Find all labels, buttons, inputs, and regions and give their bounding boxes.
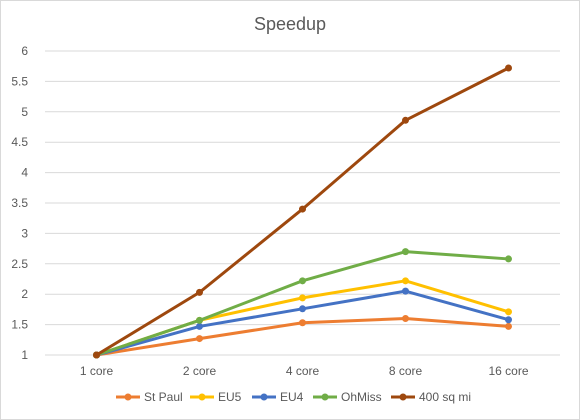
x-tick-label: 4 core — [286, 364, 320, 378]
y-tick-label: 3 — [21, 226, 28, 240]
y-tick-label: 2.5 — [11, 257, 28, 271]
data-point — [505, 308, 512, 316]
data-point — [196, 335, 203, 343]
y-tick-label: 2 — [21, 287, 28, 301]
data-point — [196, 288, 203, 296]
y-axis-ticks: 1 1.5 2 2.5 3 3.5 4 4.5 5 5.5 6 — [11, 44, 28, 362]
legend-label: 400 sq mi — [419, 390, 471, 404]
data-point — [505, 316, 512, 324]
data-point — [93, 351, 100, 359]
legend-item: 400 sq mi — [391, 390, 471, 404]
legend-item: St Paul — [116, 390, 183, 404]
x-tick-label: 16 core — [488, 364, 528, 378]
data-point — [196, 316, 203, 324]
legend-label: OhMiss — [341, 390, 382, 404]
data-point — [402, 277, 409, 285]
data-point — [402, 248, 409, 256]
series-lines — [93, 64, 512, 359]
data-point — [402, 287, 409, 295]
data-point — [402, 116, 409, 124]
x-tick-label: 8 core — [389, 364, 423, 378]
x-tick-label: 2 core — [183, 364, 217, 378]
data-point — [299, 305, 306, 313]
legend-item: EU5 — [190, 390, 242, 404]
data-point — [505, 64, 512, 72]
x-axis-ticks: 1 core 2 core 4 core 8 core 16 core — [80, 364, 529, 378]
gridlines — [45, 50, 560, 356]
legend-swatch-marker — [198, 393, 206, 401]
legend-swatch-marker — [321, 393, 329, 401]
x-tick-label: 1 core — [80, 364, 114, 378]
y-tick-label: 6 — [21, 44, 28, 58]
series-400-sq-mi — [93, 64, 512, 359]
legend-item: EU4 — [252, 390, 304, 404]
data-point — [505, 322, 512, 330]
legend-item: OhMiss — [313, 390, 382, 404]
legend-label: St Paul — [144, 390, 183, 404]
series-st-paul — [93, 315, 512, 359]
data-point — [196, 322, 203, 330]
legend-swatch-marker — [260, 393, 268, 401]
y-tick-label: 4.5 — [11, 135, 28, 149]
y-tick-label: 4 — [21, 166, 28, 180]
y-tick-label: 1 — [21, 348, 28, 362]
y-tick-label: 3.5 — [11, 196, 28, 210]
data-point — [505, 255, 512, 263]
data-point — [299, 205, 306, 213]
y-tick-label: 5 — [21, 105, 28, 119]
y-tick-label: 5.5 — [11, 74, 28, 88]
legend: St Paul EU5 EU4 OhMiss 400 sq mi — [116, 390, 471, 404]
chart-title: Speedup — [254, 14, 326, 34]
legend-label: EU5 — [218, 390, 242, 404]
legend-swatch-marker — [399, 393, 407, 401]
data-point — [402, 315, 409, 323]
data-point — [299, 277, 306, 285]
y-tick-label: 1.5 — [11, 318, 28, 332]
data-point — [299, 294, 306, 302]
legend-swatch-marker — [124, 393, 132, 401]
data-point — [299, 319, 306, 327]
legend-label: EU4 — [280, 390, 304, 404]
